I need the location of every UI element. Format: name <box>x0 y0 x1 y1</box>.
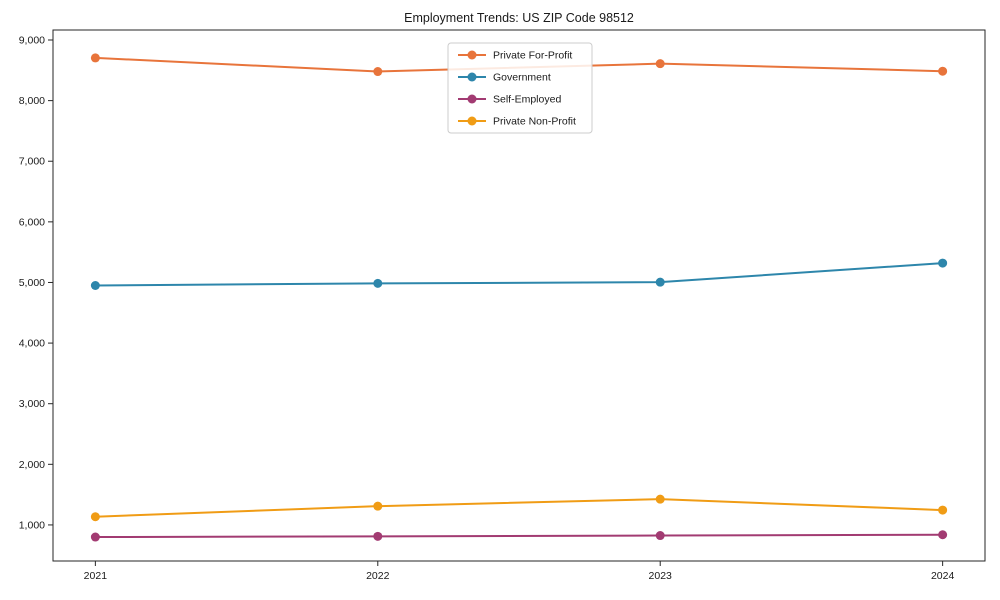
data-point <box>938 258 948 268</box>
data-point <box>655 277 665 287</box>
data-point <box>90 512 100 522</box>
x-tick-label: 2024 <box>931 570 955 582</box>
data-point <box>655 59 665 69</box>
data-point <box>373 531 383 541</box>
y-tick-label: 7,000 <box>19 156 45 168</box>
data-point <box>655 494 665 504</box>
legend-label: Private Non-Profit <box>493 116 576 128</box>
y-tick-label: 1,000 <box>19 519 45 531</box>
y-tick-label: 2,000 <box>19 459 45 471</box>
legend: Private For-Profit Government Self-Employe… <box>447 42 593 134</box>
legend-label: Self-Employed <box>493 94 561 106</box>
x-tick-label: 2023 <box>649 570 673 582</box>
data-point <box>90 532 100 542</box>
x-tick-label: 2021 <box>84 570 108 582</box>
data-point <box>938 66 948 76</box>
data-point <box>90 53 100 63</box>
legend-label: Government <box>493 72 551 84</box>
legend-marker <box>467 72 477 82</box>
data-point <box>655 531 665 541</box>
series-line <box>94 533 944 539</box>
data-point <box>938 505 948 515</box>
chart-title: Employment Trends: US ZIP Code 98512 <box>404 11 634 25</box>
legend-marker <box>467 116 477 126</box>
legend-box <box>447 42 593 134</box>
data-point <box>938 530 948 540</box>
series-line <box>94 262 944 287</box>
data-point <box>90 280 100 290</box>
data-point <box>373 501 383 511</box>
legend-marker <box>467 50 477 60</box>
data-point <box>373 67 383 77</box>
legend-marker <box>467 94 477 104</box>
y-tick-label: 3,000 <box>19 398 45 410</box>
data-point <box>373 278 383 288</box>
series-line <box>94 498 944 518</box>
y-tick-label: 5,000 <box>19 277 45 289</box>
legend-label: Private For-Profit <box>493 50 572 62</box>
plot-border <box>52 29 986 562</box>
axes: 1,000 2,000 3,000 4,000 5,000 6,000 7,000 8,000… <box>19 29 986 582</box>
y-tick-label: 4,000 <box>19 338 45 350</box>
y-tick-label: 6,000 <box>19 216 45 228</box>
y-tick-label: 8,000 <box>19 95 45 107</box>
x-tick-label: 2022 <box>366 570 390 582</box>
y-tick-label: 9,000 <box>19 35 45 47</box>
